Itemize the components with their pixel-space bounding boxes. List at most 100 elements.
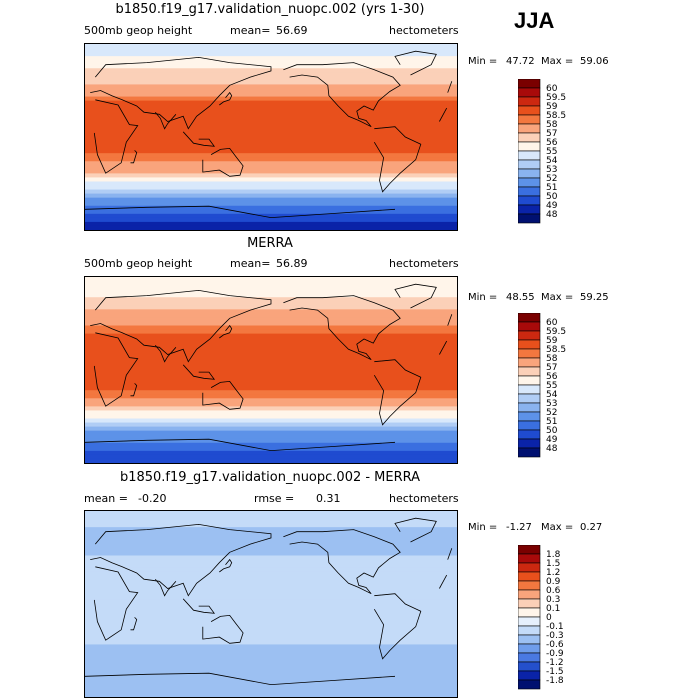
field-band [85, 120, 457, 126]
colorbar-tick-label: 56 [546, 372, 558, 382]
colorbar-swatch [517, 177, 541, 188]
field-band [85, 563, 457, 569]
field-band [85, 173, 457, 179]
australia-coastline [202, 147, 244, 177]
panel3-map [84, 510, 458, 698]
colorbar-tick-label: 0.6 [546, 586, 561, 596]
colorbar-tick-label: 50 [546, 192, 558, 202]
colorbar-tick-label: 59.5 [546, 327, 566, 337]
colorbar-tick-label: 50 [546, 426, 558, 436]
field-band [85, 430, 457, 436]
field-band [85, 551, 457, 557]
colorbar-tick-label: 56 [546, 138, 558, 148]
madagascar-coastline [130, 150, 138, 164]
colorbar-tick-label: 54 [546, 156, 558, 166]
field-band [85, 100, 457, 106]
antarctica-coastline [270, 675, 396, 685]
africa-coastline [93, 566, 139, 641]
colorbar-swatch [517, 213, 541, 224]
field-band [85, 161, 457, 166]
colorbar-swatch [517, 186, 541, 197]
field-band [85, 329, 457, 335]
field-band [85, 72, 457, 77]
field-band [85, 209, 457, 215]
field-band [85, 587, 457, 593]
field-band [85, 575, 457, 581]
colorbar-tick-label: 1.8 [546, 550, 561, 560]
greenland-coastline [394, 50, 437, 76]
colorbar-swatch [517, 661, 541, 672]
colorbar-swatch [517, 571, 541, 582]
north-america-coastline [283, 529, 401, 595]
colorbar-swatch [517, 114, 541, 125]
colorbar-tick-label: 58.5 [546, 345, 566, 355]
field-band [85, 137, 457, 142]
panel3-map-svg [85, 511, 457, 697]
field-band [85, 612, 457, 617]
africa-coastline [439, 107, 448, 122]
colorbar-tick-label: 52 [546, 174, 557, 184]
field-band [85, 608, 457, 613]
field-band [85, 169, 457, 174]
field-band [85, 660, 457, 666]
colorbar-swatch [517, 411, 541, 422]
colorbar-tick-label: -0.1 [546, 622, 564, 632]
europe-asia-coastline [447, 314, 453, 326]
panel2-units: hectometers [389, 257, 459, 270]
field-band [85, 636, 457, 641]
field-band [85, 193, 457, 199]
field-band [85, 189, 457, 195]
colorbar-tick-label: -1.8 [546, 676, 564, 686]
field-band [85, 418, 457, 424]
panel2-mean-value: 56.89 [276, 257, 308, 270]
europe-asia-coastline [447, 548, 453, 560]
panel1-max-label: Max = [541, 56, 574, 67]
colorbar-tick-label: 48 [546, 444, 558, 454]
field-band [85, 640, 457, 646]
antarctica-coastline [270, 441, 396, 451]
antarctica-coastline [85, 205, 272, 218]
field-band [85, 684, 457, 690]
colorbar-swatch [517, 339, 541, 350]
field-band [85, 88, 457, 94]
field-band [85, 357, 457, 363]
field-band [85, 181, 457, 187]
field-band [85, 80, 457, 86]
field-band [85, 567, 457, 573]
africa-coastline [93, 99, 139, 174]
colorbar-tick-label: 60 [546, 318, 558, 328]
panel1-variable: 500mb geop height [84, 24, 193, 37]
field-band [85, 442, 457, 448]
colorbar-swatch [517, 580, 541, 591]
field-band [85, 325, 457, 331]
field-band [85, 620, 457, 625]
antarctica-coastline [85, 438, 272, 451]
field-band [85, 672, 457, 678]
south-america-coastline [373, 359, 422, 426]
panel3-units: hectometers [389, 492, 459, 505]
panel2-max-value: 59.25 [580, 292, 609, 303]
panel1-units: hectometers [389, 24, 459, 37]
japan-coastline [219, 91, 233, 106]
colorbar-tick-label: 53 [546, 165, 557, 175]
colorbar-swatch [517, 598, 541, 609]
panel1-title: b1850.f19_g17.validation_nuopc.002 (yrs … [115, 2, 425, 17]
panel2-min-value: 48.55 [506, 292, 535, 303]
field-band [85, 153, 457, 158]
field-band [85, 688, 457, 694]
colorbar-tick-label: 1.2 [546, 568, 560, 578]
colorbar-tick-label: 59.5 [546, 93, 566, 103]
field-band [85, 583, 457, 589]
field-band [85, 205, 457, 211]
field-band [85, 398, 457, 403]
field-band [85, 201, 457, 207]
field-band [85, 141, 457, 146]
japan-coastline [219, 558, 233, 573]
field-band [85, 108, 457, 114]
field-band [85, 277, 457, 282]
field-band [85, 374, 457, 379]
colorbar-swatch [517, 123, 541, 134]
field-band [85, 341, 457, 347]
panel3-rmse-label: rmse = [254, 492, 295, 505]
colorbar-swatch [517, 679, 541, 690]
